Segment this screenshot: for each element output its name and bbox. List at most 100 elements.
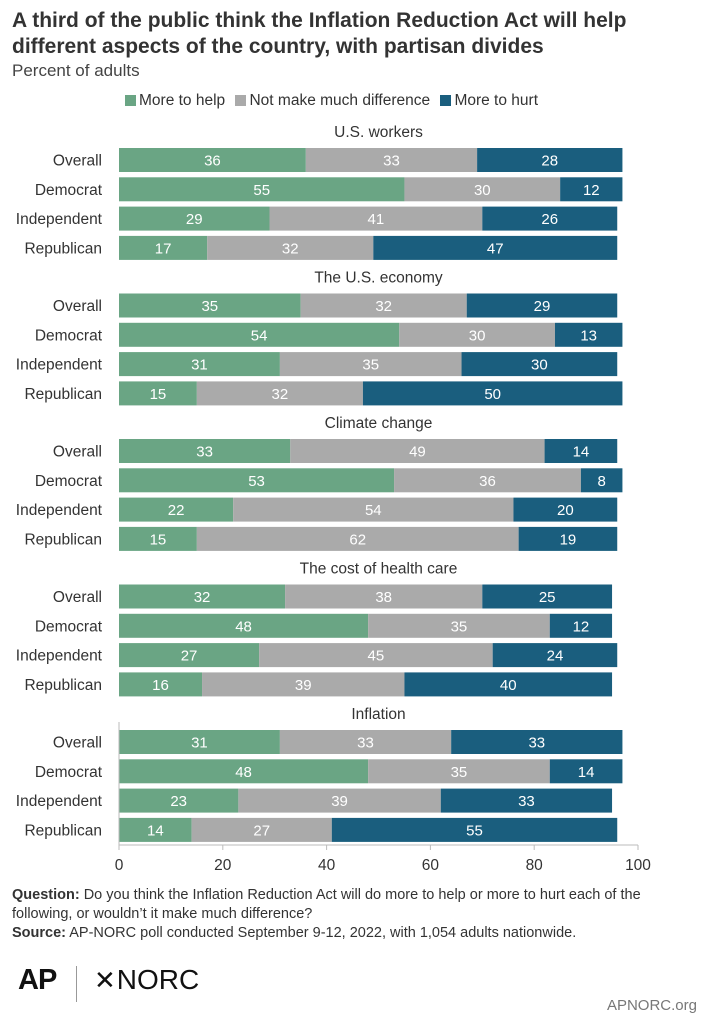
data-label: 39 — [295, 677, 312, 694]
question-note: Question: Do you think the Inflation Red… — [12, 886, 702, 924]
data-label: 38 — [375, 589, 392, 606]
bar-segment — [119, 526, 197, 551]
data-label: 33 — [357, 735, 374, 752]
x-tick-label: 60 — [422, 857, 440, 874]
legend-swatch-help — [125, 95, 136, 106]
bar-segment — [482, 584, 613, 609]
data-label: 20 — [557, 502, 574, 519]
data-label: 14 — [578, 764, 595, 781]
bar-segment — [259, 643, 493, 668]
data-label: 45 — [368, 648, 385, 665]
bar-segment — [404, 672, 613, 697]
norc-logo: ✕NORC — [94, 964, 199, 996]
bar-segment — [461, 352, 618, 377]
bar-segment — [305, 148, 478, 172]
data-label: 22 — [168, 502, 185, 519]
data-label: 32 — [194, 589, 211, 606]
bar-segment — [279, 352, 462, 377]
source-text: AP-NORC poll conducted September 9-12, 2… — [69, 925, 577, 941]
bar-segment — [368, 759, 550, 784]
data-label: 33 — [383, 153, 400, 170]
data-label: 36 — [204, 153, 221, 170]
bar-segment — [119, 643, 260, 668]
data-label: 24 — [547, 648, 564, 665]
legend-item-no-difference: Not make much difference — [235, 92, 430, 110]
data-label: 48 — [235, 618, 252, 635]
bar-segment — [238, 788, 441, 813]
legend-label-help: More to help — [139, 92, 226, 109]
bar-segment — [191, 817, 332, 842]
norc-star-icon: ✕ — [94, 965, 116, 995]
site-url: APNORC.org — [606, 997, 697, 1014]
bar-segment — [207, 235, 374, 260]
data-label: 14 — [573, 444, 590, 461]
bar-segment — [477, 148, 623, 172]
bar-segment — [580, 468, 623, 493]
data-label: 29 — [186, 211, 203, 228]
data-label: 35 — [451, 764, 468, 781]
data-label: 25 — [539, 589, 556, 606]
bar-segment — [440, 788, 613, 813]
data-label: 30 — [469, 327, 486, 344]
data-label: 33 — [528, 735, 545, 752]
row-label: Independent — [16, 648, 103, 665]
data-label: 12 — [583, 182, 600, 199]
row-label: Republican — [24, 822, 102, 839]
data-label: 35 — [451, 618, 468, 635]
bar-segment — [119, 468, 395, 493]
bar-segment — [119, 497, 234, 522]
bar-segment — [119, 584, 286, 609]
bar-segment — [513, 497, 618, 522]
data-label: 30 — [531, 357, 548, 374]
data-label: 15 — [150, 531, 167, 548]
row-label: Republican — [24, 386, 102, 403]
bar-segment — [269, 206, 483, 231]
data-label: 28 — [541, 153, 558, 170]
bar-segment — [549, 759, 623, 784]
bar-segment — [554, 322, 623, 347]
legend-label-no-difference: Not make much difference — [249, 92, 431, 109]
row-label: Democrat — [35, 764, 103, 781]
chart-subtitle: Percent of adults — [12, 61, 140, 80]
data-label: 47 — [487, 240, 504, 257]
data-label: 16 — [152, 677, 169, 694]
group-label: U.S. workers — [334, 124, 423, 141]
norc-logo-text: NORC — [116, 964, 200, 995]
data-label: 33 — [518, 793, 535, 810]
data-label: 50 — [484, 386, 501, 403]
row-label: Republican — [24, 531, 102, 548]
data-label: 40 — [500, 677, 517, 694]
bar-segment — [119, 322, 400, 347]
data-label: 54 — [251, 327, 268, 344]
chart-title: A third of the public think the Inflatio… — [12, 9, 627, 58]
bar-segment — [119, 352, 280, 377]
row-label: Overall — [53, 589, 102, 606]
legend-item-hurt: More to hurt — [440, 92, 538, 110]
question-label: Question: — [12, 887, 80, 903]
logo-divider — [76, 966, 77, 1002]
data-label: 8 — [597, 473, 605, 490]
row-label: Overall — [53, 444, 102, 461]
bar-segment — [119, 381, 197, 406]
group-label: The cost of health care — [300, 561, 458, 578]
bar-segment — [451, 730, 623, 754]
data-label: 13 — [580, 327, 597, 344]
x-tick-label: 100 — [625, 857, 651, 874]
data-label: 33 — [196, 444, 213, 461]
bar-segment — [482, 206, 618, 231]
bar-segment — [518, 526, 618, 551]
row-label: Independent — [16, 211, 103, 228]
bar-segment — [196, 526, 519, 551]
row-label: Overall — [53, 735, 102, 752]
bar-segment — [119, 730, 280, 754]
bar-segment — [368, 613, 550, 638]
data-label: 48 — [235, 764, 252, 781]
bar-segment — [394, 468, 581, 493]
data-label: 29 — [534, 298, 551, 315]
row-label: Republican — [24, 240, 102, 257]
group-label: Climate change — [325, 415, 433, 432]
bar-segment — [404, 177, 561, 202]
bar-segment — [202, 672, 405, 697]
bar-segment — [119, 206, 270, 231]
data-label: 23 — [170, 793, 187, 810]
